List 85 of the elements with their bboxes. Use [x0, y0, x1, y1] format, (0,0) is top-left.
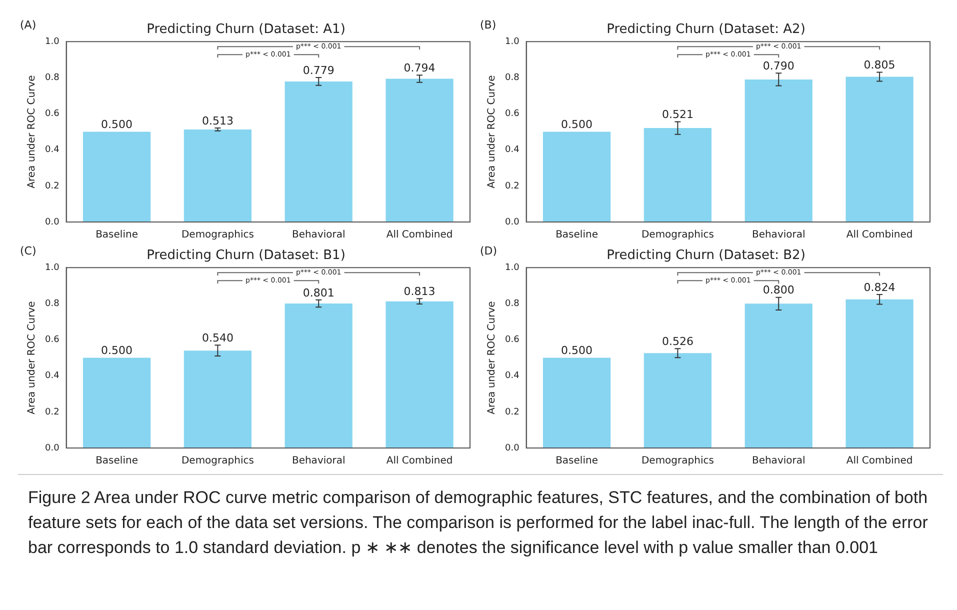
y-tick-label: 0.4	[504, 371, 520, 382]
x-tick-label: Baseline	[556, 230, 598, 241]
bar	[386, 301, 454, 448]
y-axis-title: Area under ROC Curve	[26, 75, 38, 188]
data-label: 0.540	[202, 332, 234, 345]
bar	[284, 304, 352, 448]
x-tick-label: All Combined	[846, 456, 913, 467]
text: (C)	[20, 244, 36, 258]
y-tick-label: 0.6	[44, 109, 60, 120]
bar	[386, 78, 454, 222]
y-tick-label: 0.4	[44, 145, 60, 156]
x-tick-label: Demographics	[181, 456, 254, 467]
x-tick-label: Baseline	[556, 456, 598, 467]
y-axis-title: Area under ROC Curve	[486, 75, 498, 188]
text: (D)	[480, 244, 498, 258]
x-tick-label: Baseline	[96, 456, 138, 467]
data-label: 0.805	[864, 58, 896, 72]
data-label: 0.513	[202, 114, 234, 128]
y-tick-label: 0.2	[44, 181, 60, 192]
y-tick-label: 0.6	[504, 109, 520, 120]
y-tick-label: 0.0	[504, 443, 520, 454]
chart-title: Predicting Churn (Dataset: B1)	[146, 248, 346, 264]
y-tick-label: 0.8	[44, 299, 60, 310]
data-label: 0.500	[561, 118, 593, 132]
chart-title: Predicting Churn (Dataset: A2)	[606, 22, 806, 38]
y-tick-label: 0.8	[504, 73, 520, 84]
y-tick-label: 1.0	[504, 262, 520, 273]
x-tick-label: Behavioral	[292, 230, 346, 241]
chart-title: Predicting Churn (Dataset: B2)	[606, 248, 806, 264]
bar	[542, 358, 611, 448]
data-label: 0.801	[302, 286, 334, 300]
y-tick-label: 0.2	[504, 181, 520, 192]
text: (B)	[480, 18, 496, 32]
bar	[644, 128, 712, 222]
y-tick-label: 1.0	[44, 36, 60, 47]
bar	[846, 76, 914, 222]
y-tick-label: 0.8	[504, 299, 520, 310]
x-tick-label: All Combined	[386, 456, 453, 467]
y-tick-label: 0.8	[44, 73, 60, 84]
bar	[744, 79, 812, 222]
y-tick-label: 0.0	[44, 217, 60, 228]
y-tick-label: 0.4	[44, 371, 60, 382]
bar	[744, 304, 812, 448]
x-tick-label: Baseline	[96, 230, 138, 241]
y-axis-title: Area under ROC Curve	[486, 301, 498, 414]
y-tick-label: 0.4	[504, 145, 520, 156]
y-tick-label: 0.0	[44, 443, 60, 454]
y-tick-label: 1.0	[44, 262, 60, 273]
text: (A)	[20, 18, 36, 32]
data-label: 0.500	[561, 344, 593, 358]
x-tick-label: Demographics	[641, 456, 714, 467]
x-tick-label: Behavioral	[752, 230, 806, 241]
bar	[284, 81, 352, 222]
y-tick-label: 0.6	[44, 335, 60, 346]
y-tick-label: 0.2	[44, 407, 60, 418]
data-label: 0.800	[762, 284, 794, 297]
bar	[542, 132, 611, 222]
data-label: 0.500	[101, 344, 133, 358]
bar	[846, 299, 914, 448]
bar	[82, 358, 151, 448]
bar	[644, 353, 712, 448]
y-tick-label: 0.2	[504, 407, 520, 418]
x-tick-label: All Combined	[846, 230, 913, 241]
data-label: 0.824	[864, 280, 896, 294]
y-tick-label: 1.0	[504, 36, 520, 47]
bar	[184, 129, 252, 222]
y-tick-label: 0.0	[504, 217, 520, 228]
data-label: 0.500	[101, 118, 133, 132]
y-axis-title: Area under ROC Curve	[26, 301, 38, 414]
caption: Figure 2 Area under ROC curve metric comparison of demographic features, STC features, and the combination of both feature sets for each of the data set versions. The comparison is performed for the label inac-full. The length of the error bar corresponds to 1.0 standard deviation. p ∗ ∗∗ denotes the significance level with p value smaller than 0.001	[18, 474, 943, 560]
data-label: 0.779	[302, 64, 334, 77]
x-tick-label: Demographics	[641, 230, 714, 241]
x-tick-label: Demographics	[181, 230, 254, 241]
bar	[184, 350, 252, 448]
chart-title: Predicting Churn (Dataset: A1)	[146, 22, 346, 38]
x-tick-label: All Combined	[386, 230, 453, 241]
data-label: 0.794	[404, 62, 436, 75]
data-label: 0.790	[762, 60, 794, 73]
x-tick-label: Behavioral	[292, 456, 346, 467]
bar	[82, 132, 151, 222]
y-tick-label: 0.6	[504, 335, 520, 346]
data-label: 0.521	[662, 108, 694, 122]
x-tick-label: Behavioral	[752, 456, 806, 467]
data-label: 0.813	[404, 284, 436, 298]
data-label: 0.526	[662, 334, 694, 348]
